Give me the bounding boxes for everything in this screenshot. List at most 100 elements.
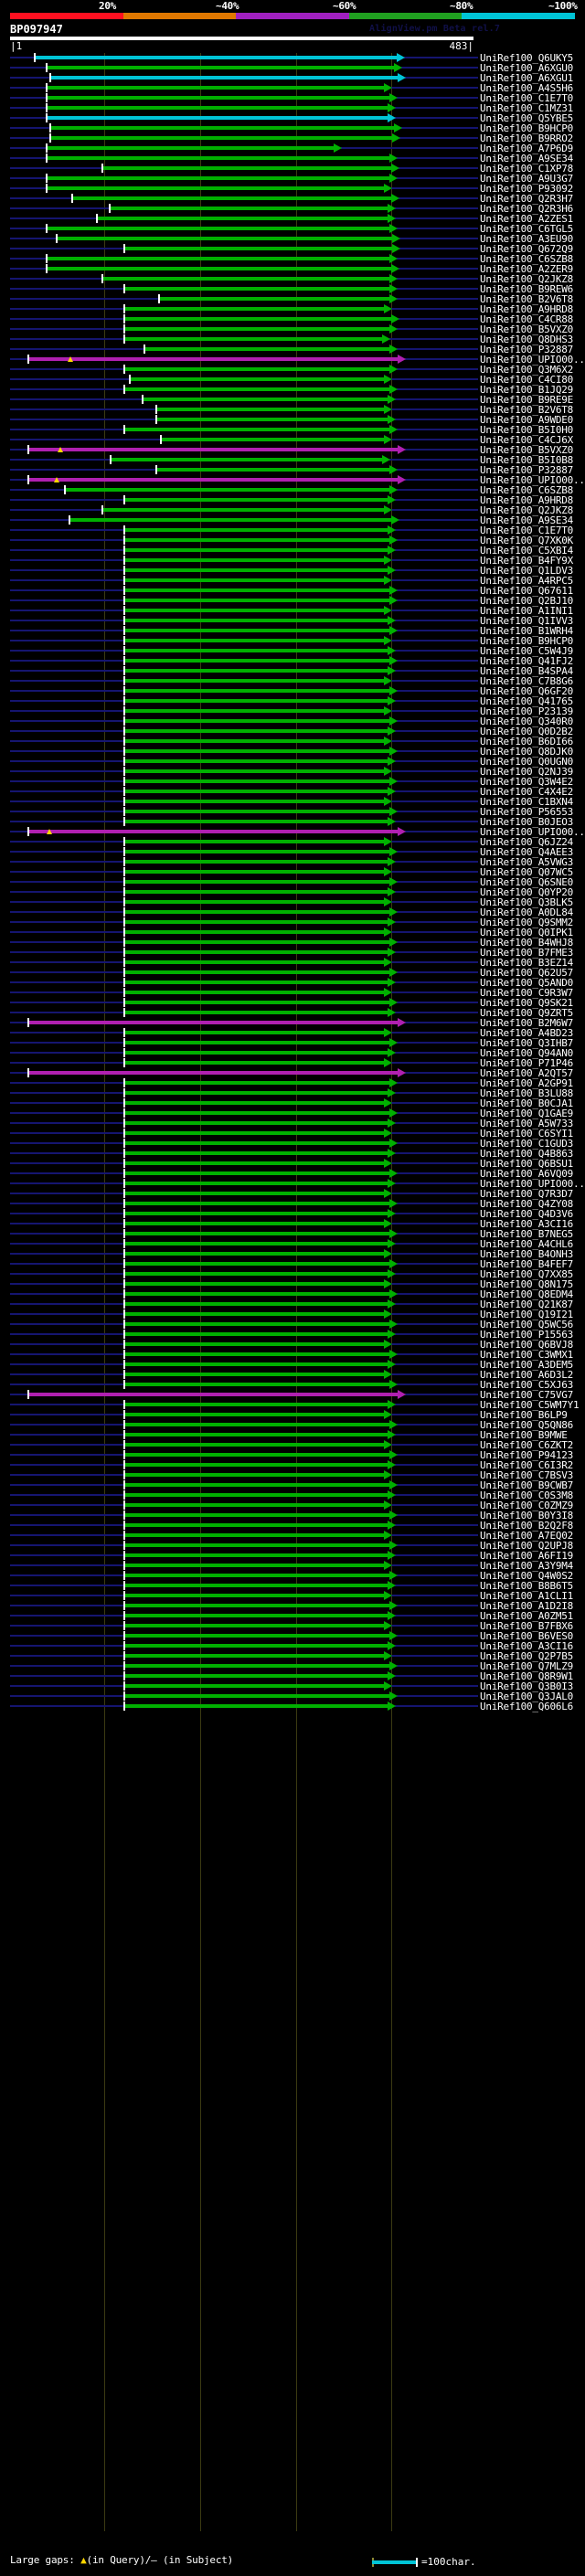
table-row[interactable]: UniRef100_B9REW6	[0, 284, 585, 294]
hit-id-label[interactable]: UniRef100_C1MZ31	[480, 102, 573, 114]
hsp-bar[interactable]	[122, 1041, 389, 1044]
hsp-bar[interactable]	[122, 247, 392, 250]
table-row[interactable]: UniRef100_Q340R0	[0, 716, 585, 726]
table-row[interactable]: UniRef100_B7FBX6	[0, 1621, 585, 1631]
hsp-bar[interactable]	[101, 508, 385, 512]
table-row[interactable]: UniRef100_Q7MLZ9	[0, 1661, 585, 1671]
table-row[interactable]: UniRef100_Q5WC56	[0, 1320, 585, 1330]
hit-id-label[interactable]: UniRef100_Q1IVV3	[480, 615, 573, 627]
hsp-bar[interactable]	[122, 850, 389, 853]
hsp-bar[interactable]	[34, 56, 398, 59]
table-row[interactable]: UniRef100_A4BD23	[0, 1028, 585, 1038]
table-row[interactable]: UniRef100_B2Q2F8	[0, 1521, 585, 1531]
hit-id-label[interactable]: UniRef100_A5VWG3	[480, 856, 573, 868]
hit-id-label[interactable]: UniRef100_A4CHL6	[480, 1238, 573, 1250]
hsp-bar[interactable]	[122, 1141, 389, 1145]
hsp-bar[interactable]	[49, 126, 394, 130]
hsp-bar[interactable]	[122, 1533, 385, 1537]
hit-id-label[interactable]: UniRef100_B5I0B8	[480, 454, 573, 466]
hsp-bar[interactable]	[122, 960, 385, 964]
table-row[interactable]: UniRef100_Q8DJK0	[0, 747, 585, 757]
table-row[interactable]: UniRef100_Q3IHB7	[0, 1038, 585, 1048]
table-row[interactable]: UniRef100_A7P6D9	[0, 143, 585, 154]
table-row[interactable]: UniRef100_Q3B0I3	[0, 1681, 585, 1691]
table-row[interactable]: UniRef100_B5VXZ0	[0, 324, 585, 334]
hsp-bar[interactable]	[122, 1483, 389, 1487]
hit-id-label[interactable]: UniRef100_A4RPC5	[480, 575, 573, 587]
hit-id-label[interactable]: UniRef100_A1INI1	[480, 605, 573, 617]
hit-id-label[interactable]: UniRef100_C7B8G6	[480, 675, 573, 687]
table-row[interactable]: UniRef100_A6FI19	[0, 1551, 585, 1561]
table-row[interactable]: UniRef100_A6VQ09	[0, 1169, 585, 1179]
table-row[interactable]: UniRef100_C4CJ6X	[0, 435, 585, 445]
hsp-bar[interactable]	[45, 176, 389, 180]
hsp-bar[interactable]	[122, 1242, 388, 1246]
hsp-bar[interactable]	[122, 1463, 388, 1467]
table-row[interactable]: UniRef100_C1E7T0	[0, 93, 585, 103]
hit-id-label[interactable]: UniRef100_B7NEG5	[480, 1228, 573, 1240]
hsp-bar[interactable]	[154, 468, 389, 472]
table-row[interactable]: UniRef100_B3EZ14	[0, 958, 585, 968]
hit-id-label[interactable]: UniRef100_Q8R9W1	[480, 1670, 573, 1682]
hit-id-label[interactable]: UniRef100_B8B6T5	[480, 1580, 573, 1592]
hit-id-label[interactable]: UniRef100_B6VES0	[480, 1630, 573, 1642]
hsp-bar[interactable]	[101, 277, 389, 281]
table-row[interactable]: UniRef100_C1XP78	[0, 164, 585, 174]
hit-id-label[interactable]: UniRef100_C6ZKT2	[480, 1439, 573, 1451]
hsp-bar[interactable]	[122, 1684, 385, 1688]
table-row[interactable]: UniRef100_C6SZB8	[0, 254, 585, 264]
table-row[interactable]: UniRef100_C1BXN4	[0, 797, 585, 807]
hsp-bar[interactable]	[122, 327, 389, 331]
hit-id-label[interactable]: UniRef100_B5VXZ0	[480, 323, 573, 335]
hit-id-label[interactable]: UniRef100_UPIO00..	[480, 474, 585, 486]
hsp-bar[interactable]	[122, 528, 388, 532]
table-row[interactable]: UniRef100_A2QT57	[0, 1068, 585, 1078]
hsp-bar[interactable]	[45, 86, 385, 90]
hit-id-label[interactable]: UniRef100_Q9SMM2	[480, 917, 573, 928]
table-row[interactable]: UniRef100_C1E7T0	[0, 525, 585, 535]
table-row[interactable]: UniRef100_A0ZM51	[0, 1611, 585, 1621]
hit-id-label[interactable]: UniRef100_B3EZ14	[480, 957, 573, 969]
table-row[interactable]: UniRef100_UPIO00..	[0, 475, 585, 485]
hsp-bar[interactable]	[122, 719, 389, 723]
hit-id-label[interactable]: UniRef100_A3Y9M4	[480, 1560, 573, 1572]
table-row[interactable]: UniRef100_Q4AEE3	[0, 847, 585, 857]
hsp-bar[interactable]	[122, 1704, 388, 1708]
hsp-bar[interactable]	[27, 478, 399, 482]
hsp-bar[interactable]	[122, 337, 383, 341]
table-row[interactable]: UniRef100_B9MWE	[0, 1430, 585, 1440]
hit-id-label[interactable]: UniRef100_Q2NJ39	[480, 766, 573, 778]
hit-id-label[interactable]: UniRef100_A9HRD8	[480, 303, 573, 315]
table-row[interactable]: UniRef100_Q2JKZ8	[0, 274, 585, 284]
hit-id-label[interactable]: UniRef100_Q0UGN0	[480, 756, 573, 768]
hsp-bar[interactable]	[63, 488, 389, 492]
table-row[interactable]: UniRef100_B4FEF7	[0, 1259, 585, 1269]
table-row[interactable]: UniRef100_B9HCP0	[0, 123, 585, 133]
hsp-bar[interactable]	[122, 950, 388, 954]
hit-id-label[interactable]: UniRef100_B9MWE	[480, 1429, 568, 1441]
table-row[interactable]: UniRef100_Q0UGN0	[0, 757, 585, 767]
table-row[interactable]: UniRef100_C4X4E2	[0, 787, 585, 797]
hit-id-label[interactable]: UniRef100_B9RRO2	[480, 133, 573, 144]
hit-id-label[interactable]: UniRef100_Q6JZ24	[480, 836, 573, 848]
hsp-bar[interactable]	[122, 679, 385, 683]
hit-id-label[interactable]: UniRef100_A2QT57	[480, 1067, 573, 1079]
hit-id-label[interactable]: UniRef100_B7FBX6	[480, 1620, 573, 1632]
table-row[interactable]: UniRef100_Q1LDV3	[0, 566, 585, 576]
hsp-bar[interactable]	[122, 840, 385, 843]
table-row[interactable]: UniRef100_Q41765	[0, 696, 585, 706]
hit-id-label[interactable]: UniRef100_A0DL84	[480, 906, 573, 918]
hit-id-label[interactable]: UniRef100_Q0YP20	[480, 886, 573, 898]
hsp-bar[interactable]	[109, 207, 388, 210]
hsp-bar[interactable]	[122, 689, 389, 693]
hit-id-label[interactable]: UniRef100_Q7MLZ9	[480, 1660, 573, 1672]
hit-id-label[interactable]: UniRef100_Q4D3V6	[480, 1208, 573, 1220]
hsp-bar[interactable]	[122, 1362, 388, 1366]
hit-id-label[interactable]: UniRef100_Q67611	[480, 585, 573, 597]
table-row[interactable]: UniRef100_UPIO00..	[0, 827, 585, 837]
hit-id-label[interactable]: UniRef100_A2ZER9	[480, 263, 573, 275]
table-row[interactable]: UniRef100_A1CLI1	[0, 1591, 585, 1601]
hit-id-label[interactable]: UniRef100_Q4ZY08	[480, 1198, 573, 1210]
hit-id-label[interactable]: UniRef100_UPIO00..	[480, 826, 585, 838]
table-row[interactable]: UniRef100_C6SZB8	[0, 485, 585, 495]
